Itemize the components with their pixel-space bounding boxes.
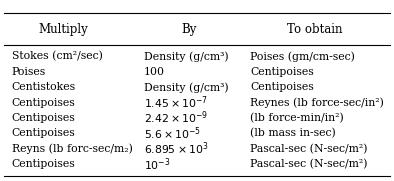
Text: Stokes (cm²/sec): Stokes (cm²/sec) — [12, 51, 103, 62]
Text: Pascal-sec (N-sec/m²): Pascal-sec (N-sec/m²) — [250, 159, 368, 169]
Text: Density (g/cm³): Density (g/cm³) — [144, 51, 229, 62]
Text: 100: 100 — [144, 67, 165, 77]
Text: (lb mass in-sec): (lb mass in-sec) — [250, 128, 336, 139]
Text: $1.45 \times 10^{-7}$: $1.45 \times 10^{-7}$ — [144, 94, 208, 111]
Text: Centistokes: Centistokes — [12, 82, 76, 92]
Text: Reyns (lb forc-sec/m₂): Reyns (lb forc-sec/m₂) — [12, 144, 133, 154]
Text: $6.895 \times 10^{3}$: $6.895 \times 10^{3}$ — [144, 141, 208, 157]
Text: Poises (gm/cm-sec): Poises (gm/cm-sec) — [250, 51, 355, 62]
Text: Poises: Poises — [12, 67, 46, 77]
Text: Pascal-sec (N-sec/m²): Pascal-sec (N-sec/m²) — [250, 144, 368, 154]
Text: Density (g/cm³): Density (g/cm³) — [144, 82, 229, 93]
Text: Centipoises: Centipoises — [250, 67, 314, 77]
Text: Multiply: Multiply — [38, 23, 88, 36]
Text: $5.6 \times 10^{-5}$: $5.6 \times 10^{-5}$ — [144, 125, 201, 142]
Text: To obtain: To obtain — [288, 23, 343, 36]
Text: By: By — [181, 23, 197, 36]
Text: Centipoises: Centipoises — [12, 113, 76, 123]
Text: (lb force-min/in²): (lb force-min/in²) — [250, 113, 344, 123]
Text: Centipoises: Centipoises — [250, 82, 314, 92]
Text: Centipoises: Centipoises — [12, 98, 76, 108]
Text: $10^{-3}$: $10^{-3}$ — [144, 156, 170, 172]
Text: $2.42 \times 10^{-9}$: $2.42 \times 10^{-9}$ — [144, 110, 208, 126]
Text: Centipoises: Centipoises — [12, 159, 76, 169]
Text: Reynes (lb force-sec/in²): Reynes (lb force-sec/in²) — [250, 97, 384, 108]
Text: Centipoises: Centipoises — [12, 129, 76, 138]
